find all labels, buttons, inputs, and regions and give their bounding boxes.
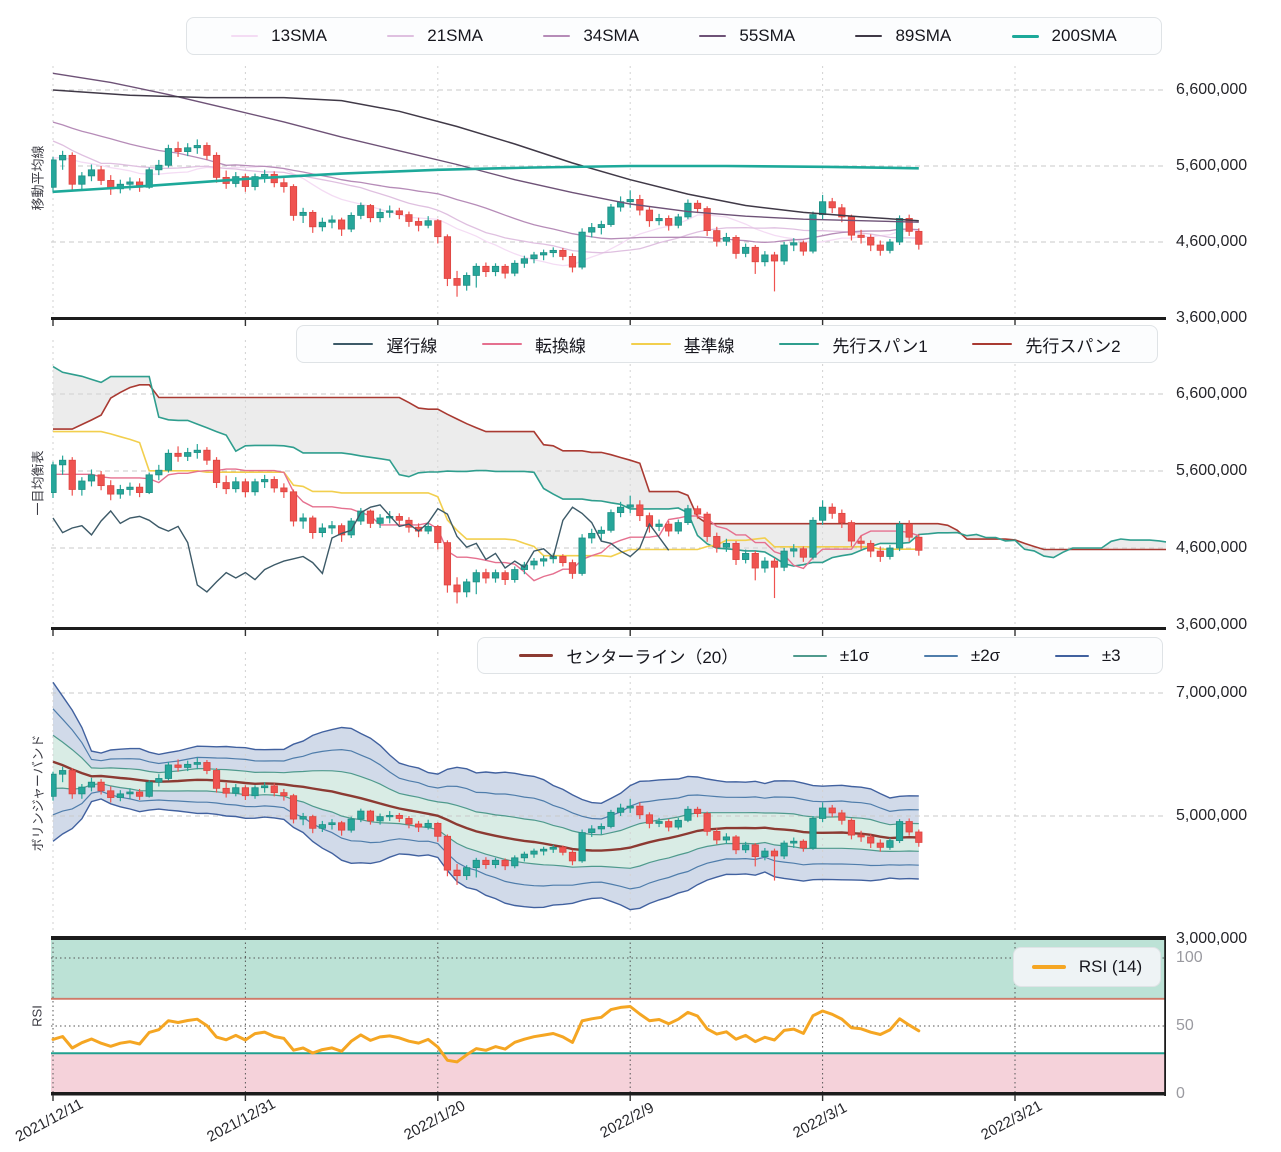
legend-item-2-2[interactable]: ±2σ [923, 645, 1001, 666]
y-label-p3: 7,000,000 [1176, 684, 1248, 701]
ichimoku-cloud [53, 366, 1166, 567]
y-label-p1: 3,600,000 [1176, 309, 1248, 326]
legend-item-1-0[interactable]: 遅行線 [333, 332, 437, 357]
panel2-bottom-axis [51, 627, 1166, 630]
legend-label: 200SMA [1051, 26, 1117, 45]
legend-swatch [231, 35, 259, 37]
panel-moving-averages [51, 66, 1166, 317]
legend-label: センターライン（20） [566, 648, 739, 667]
legend-moving-averages: 13SMA 21SMA 34SMA 55SMA 89SMA 200SMA [186, 17, 1162, 55]
y-label-p2: 5,600,000 [1176, 462, 1248, 479]
legend-item-2-3[interactable]: ±3 [1054, 645, 1121, 666]
legend-swatch [779, 343, 820, 345]
legend-swatch [972, 343, 1013, 345]
panel-ichimoku [51, 340, 1166, 627]
panel1-bottom-axis [51, 317, 1166, 320]
y-label-p2: 6,600,000 [1176, 385, 1248, 402]
rsi-line [51, 1005, 921, 1064]
panel1-plot-area[interactable] [51, 66, 1166, 317]
legend-item-2-0[interactable]: センターライン（20） [519, 643, 738, 668]
legend-swatch [519, 654, 554, 657]
rsi-right-frame [1164, 936, 1166, 1096]
rsi-top-frame [51, 936, 1166, 940]
legend-label: 89SMA [895, 26, 952, 45]
panel-bollinger [51, 652, 1166, 934]
panel-title-rsi: RSI [29, 1005, 45, 1027]
legend-item-1-1[interactable]: 転換線 [482, 332, 586, 357]
legend-swatch [855, 35, 883, 37]
rsi-overbought-zone [51, 938, 1166, 999]
bb-outer-fill [53, 682, 919, 910]
legend-label: 遅行線 [386, 336, 438, 356]
legend-rsi: RSI (14) [1013, 947, 1161, 987]
legend-item-0-5[interactable]: 200SMA [1011, 26, 1117, 46]
legend-label: 先行スパン1 [832, 336, 928, 356]
rsi-bottom-frame [51, 1092, 1166, 1096]
legend-swatch [699, 35, 727, 37]
legend-item-0-2[interactable]: 34SMA [543, 26, 639, 46]
legend-item-1-3[interactable]: 先行スパン1 [779, 332, 928, 357]
y-label-p2: 4,600,000 [1176, 539, 1248, 556]
legend-label: ±2σ [970, 645, 1001, 665]
legend-item-1-2[interactable]: 基準線 [630, 332, 735, 357]
legend-bollinger: センターライン（20） ±1σ ±2σ ±3 [477, 637, 1163, 674]
legend-item-0-1[interactable]: 21SMA [387, 26, 483, 46]
legend-swatch [543, 35, 571, 37]
y-label-p2: 3,600,000 [1176, 616, 1248, 633]
legend-label: RSI (14) [1078, 957, 1143, 976]
legend-swatch [923, 654, 958, 657]
legend-swatch [630, 343, 671, 345]
legend-label: 13SMA [271, 26, 327, 45]
y-label-p3: 5,000,000 [1176, 807, 1248, 824]
legend-label: 転換線 [535, 336, 586, 356]
legend-label: 基準線 [683, 336, 735, 356]
panel-title-moving-average: 移動平均線 [30, 145, 46, 211]
panel2-plot-area[interactable] [51, 340, 1166, 627]
panel-title-bollinger: ボリンジャーバンド [30, 734, 46, 852]
legend-label: ±1σ [839, 645, 870, 665]
panel-rsi [51, 938, 1166, 1093]
legend-label: ±3 [1101, 645, 1121, 665]
legend-label: 55SMA [739, 26, 796, 45]
legend-swatch [792, 654, 827, 657]
legend-item-1-4[interactable]: 先行スパン2 [972, 332, 1121, 357]
legend-swatch [482, 343, 522, 345]
y-label-rsi: 100 [1176, 949, 1203, 966]
panel3-plot-area[interactable] [51, 652, 1166, 934]
legend-label: 34SMA [583, 26, 640, 45]
legend-swatch [1011, 34, 1039, 38]
legend-ichimoku: 遅行線 転換線 基準線 先行スパン1 先行スパン2 [296, 325, 1158, 363]
y-label-p3: 3,000,000 [1176, 930, 1248, 947]
legend-item-0-4[interactable]: 89SMA [855, 26, 951, 46]
panel-title-ichimoku: 一目均衡表 [30, 450, 46, 516]
y-label-p1: 4,600,000 [1176, 233, 1248, 250]
legend-item-2-1[interactable]: ±1σ [792, 645, 870, 666]
bb-inner-fill [53, 735, 919, 869]
legend-item-0-0[interactable]: 13SMA [231, 26, 327, 46]
y-label-rsi: 50 [1176, 1017, 1194, 1034]
legend-swatch [1031, 965, 1066, 969]
legend-item-0-3[interactable]: 55SMA [699, 26, 795, 46]
legend-label: 21SMA [427, 26, 483, 45]
legend-swatch [1054, 654, 1089, 657]
y-label-rsi: 0 [1176, 1085, 1185, 1102]
rsi-oversold-zone [51, 1053, 1166, 1093]
legend-swatch [333, 343, 374, 345]
legend-swatch [387, 35, 415, 37]
y-label-p1: 5,600,000 [1176, 157, 1248, 174]
panel4-plot-area[interactable] [51, 938, 1166, 1093]
y-label-p1: 6,600,000 [1176, 81, 1248, 98]
legend-label: 先行スパン2 [1025, 336, 1121, 356]
legend-item-3-0[interactable]: RSI (14) [1031, 957, 1143, 977]
